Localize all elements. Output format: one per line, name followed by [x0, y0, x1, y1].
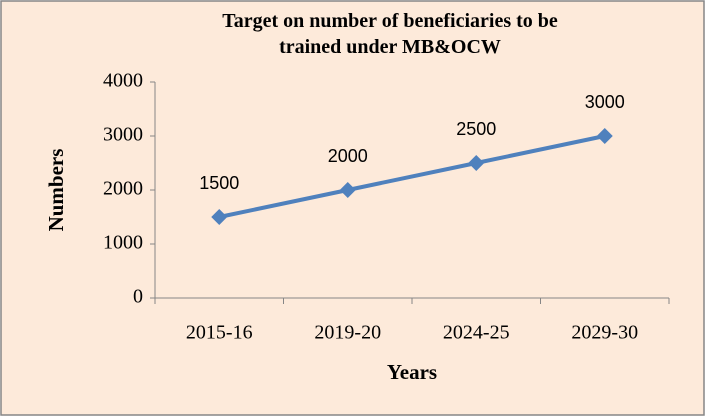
chart-title: Target on number of beneficiaries to be …	[222, 10, 558, 58]
data-point	[339, 182, 356, 198]
y-tick-label: 4000	[103, 70, 143, 92]
data-label: 2500	[456, 119, 496, 139]
y-axis-label: Numbers	[44, 149, 68, 232]
data-label: 2000	[328, 146, 368, 166]
y-tick-label: 0	[133, 286, 143, 308]
data-label: 1500	[199, 173, 239, 193]
x-tick-label: 2024-25	[443, 322, 510, 344]
line-series	[218, 134, 606, 219]
x-tick-label: 2019-20	[314, 322, 381, 344]
y-tick-label: 3000	[103, 124, 143, 146]
y-tick-label: 2000	[103, 178, 143, 200]
x-tick-label: 2029-30	[571, 322, 638, 344]
data-point	[596, 128, 613, 144]
y-tick-label: 1000	[103, 232, 143, 254]
data-point	[211, 209, 228, 225]
data-label: 3000	[585, 92, 625, 112]
x-tick-label: 2015-16	[186, 322, 253, 344]
x-axis-label: Years	[387, 360, 437, 384]
data-point	[468, 155, 485, 171]
